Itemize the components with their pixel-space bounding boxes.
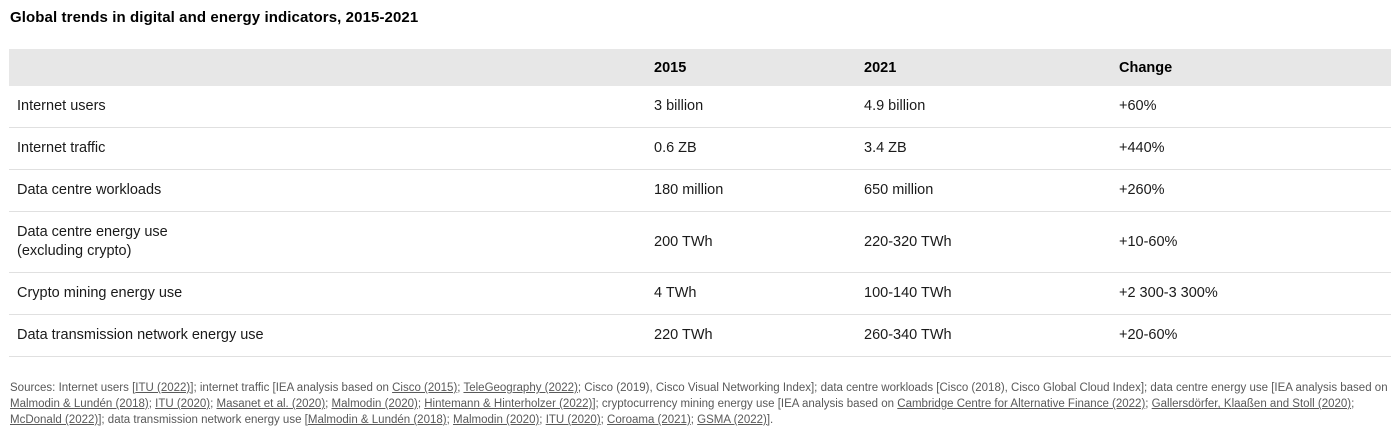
source-text: ; [325,398,332,410]
table-header-row: 2015 2021 Change [9,49,1391,86]
table-row: Data centre energy use (excluding crypto… [9,211,1391,273]
source-text: ; [690,414,698,426]
value-2015: 3 billion [654,98,704,114]
row-label: Data transmission network energy use [9,314,646,357]
column-header-2015: 2015 [646,49,856,86]
value-2015: 0.6 ZB [646,127,856,170]
source-text: ; cryptocurrency mining energy use [IEA … [595,398,898,410]
source-link[interactable]: Malmodin & Lundén (2018) [307,414,447,426]
value-change: +2 300-3 300% [1111,272,1391,315]
value-2015: 220 TWh [646,314,856,357]
table-row: Data transmission network energy use 220 … [9,314,1391,357]
source-link[interactable]: GSMA (2022)] [697,414,771,426]
value-change: +440% [1111,127,1391,170]
value-2015: 180 million [646,169,856,212]
source-link[interactable]: Coroama (2021) [607,414,691,426]
source-text: . [770,414,774,426]
source-link[interactable]: ITU (2022)] [135,382,194,394]
column-header-indicator [9,49,646,86]
value-2021: 3.4 ZB [856,127,1111,170]
table-row: Internet users 3 billion 4.9 billion +60% [9,86,1391,128]
row-label: Internet traffic [9,127,646,170]
source-link[interactable]: Cambridge Centre for Alternative Finance… [897,398,1146,410]
source-link[interactable]: ITU (2020) [545,414,601,426]
row-label: Crypto mining energy use [9,272,646,315]
source-text: Sources: Internet users [ [10,382,136,394]
source-link[interactable]: McDonald (2022)] [10,414,102,426]
column-header-2021: 2021 [856,49,1111,86]
source-text: ; [539,414,546,426]
source-text: ; [1145,398,1152,410]
table-row: Crypto mining energy use 4 TWh 100-140 TWh… [9,272,1391,315]
value-2015: 200 TWh [646,211,856,273]
value-2021: 260-340 TWh [856,314,1111,357]
value-change: +60% [1119,98,1157,114]
sources-note: Sources: Internet users [ITU (2022)]; in… [10,380,1394,428]
source-link[interactable]: Gallersdörfer, Klaaßen and Stoll (2020) [1151,398,1352,410]
source-text: ; [417,398,425,410]
source-link[interactable]: TeleGeography (2022) [463,382,578,394]
table-row: Data centre workloads 180 million 650 mill… [9,169,1391,212]
source-text: ; data transmission network energy use [ [101,414,308,426]
column-header-change: Change [1111,49,1391,86]
source-text: ; [1351,398,1355,410]
value-2021: 4.9 billion [864,98,926,114]
source-text: ; [210,398,217,410]
source-link[interactable]: Malmodin & Lundén (2018) [10,398,149,410]
source-text: ; [600,414,608,426]
table-body: Internet users 3 billion 4.9 billion +60% In… [9,86,1391,357]
indicators-table: 2015 2021 Change Internet users 3 billion 4.… [9,49,1391,357]
source-text: ; [148,398,156,410]
value-change: +260% [1111,169,1391,212]
page-title: Global trends in digital and energy indi… [10,9,419,26]
source-text: ; Cisco (2019), Cisco Visual Networking … [577,382,1388,394]
row-label: Internet users [17,98,106,114]
value-2021: 100-140 TWh [856,272,1111,315]
value-2021: 650 million [856,169,1111,212]
source-link[interactable]: Malmodin (2020) [331,398,418,410]
value-change: +10-60% [1111,211,1391,273]
source-link[interactable]: Hintemann & Hinterholzer (2022)] [424,398,596,410]
source-link[interactable]: ITU (2020) [155,398,211,410]
value-change: +20-60% [1111,314,1391,357]
row-label: Data centre workloads [9,169,646,212]
source-text: ; [446,414,453,426]
value-2015: 4 TWh [646,272,856,315]
source-link[interactable]: Cisco (2015) [392,382,458,394]
source-link[interactable]: Malmodin (2020) [453,414,540,426]
source-text: ; [457,382,464,394]
value-2021: 220-320 TWh [856,211,1111,273]
source-link[interactable]: Masanet et al. (2020) [216,398,326,410]
table-row: Internet traffic 0.6 ZB 3.4 ZB +440% [9,127,1391,170]
source-text: ; internet traffic [IEA analysis based o… [193,382,393,394]
row-label: Data centre energy use (excluding crypto… [9,211,646,273]
